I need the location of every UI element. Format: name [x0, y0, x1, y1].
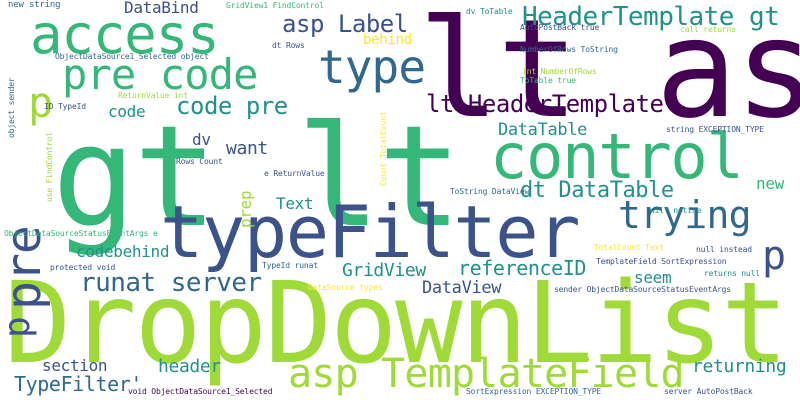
cloud-word: TypeFilter' [14, 372, 143, 396]
cloud-word: will notice [650, 206, 702, 215]
cloud-word: DropDownList [4, 259, 789, 389]
cloud-word: GridView [342, 260, 426, 281]
cloud-word: runat server [80, 268, 262, 298]
cloud-word: NumberOfRows ToString [520, 45, 618, 54]
cloud-word: asp Label [282, 10, 408, 38]
cloud-word: TemplateField SortExpression [596, 257, 727, 266]
cloud-word: ReturnValue int [118, 91, 188, 100]
cloud-word: e ReturnValue [264, 169, 325, 178]
cloud-word: section [42, 356, 108, 375]
cloud-word: DataView [422, 278, 502, 298]
cloud-word: returning [692, 356, 787, 377]
cloud-word: int NumberOfRows [522, 67, 597, 76]
cloud-word: access [30, 3, 220, 66]
cloud-word: dv ToTable [466, 7, 513, 16]
cloud-word: header [158, 356, 221, 377]
cloud-word: TotalCount Text [594, 243, 664, 252]
cloud-word: Text [276, 194, 314, 213]
cloud-word: dt Rows [272, 41, 305, 50]
cloud-word: ID TypeId [44, 102, 86, 111]
cloud-word: AutoPostBack true [520, 23, 600, 32]
cloud-word: TypeId runat [262, 261, 318, 270]
cloud-word: gt lt [52, 96, 462, 259]
cloud-word: seem [634, 268, 672, 287]
cloud-word: Count TotalCount [379, 111, 388, 186]
cloud-word: null instead [696, 245, 752, 254]
cloud-word: codebehind [76, 242, 170, 261]
cloud-word: call returns [680, 25, 736, 34]
cloud-word: lt asp [418, 0, 800, 149]
cloud-word: void ObjectDataSource1_Selected [128, 387, 273, 396]
cloud-word: p [28, 78, 53, 127]
cloud-word: ObjectDataSource1_Selected object [55, 52, 209, 61]
cloud-word: DataTable [498, 120, 588, 140]
cloud-word: protected void [50, 263, 116, 272]
cloud-word: DataSource types [308, 283, 383, 292]
cloud-word: GridView1 FindControl [226, 1, 324, 10]
cloud-word: dv [192, 130, 211, 149]
cloud-word: string EXCEPTION_TYPE [666, 125, 764, 134]
cloud-word: code [108, 102, 146, 121]
cloud-word: ToTable true [520, 76, 576, 85]
cloud-word: dt DataTable [520, 178, 674, 203]
cloud-word: Rows Count [176, 157, 223, 166]
cloud-word: ToString DataView [450, 187, 530, 196]
cloud-word: lt HeaderTemplate [426, 90, 664, 118]
cloud-word: server AutoPostBack [664, 387, 753, 396]
cloud-word: code pre [176, 92, 288, 120]
cloud-word: control [490, 120, 744, 193]
cloud-word: use FindControl [45, 132, 54, 202]
cloud-word: asp TemplateField [288, 351, 685, 397]
cloud-word: sender ObjectDataSourceStatusEventArgs [554, 285, 731, 294]
cloud-word: SortExpression EXCEPTION_TYPE [466, 387, 602, 396]
cloud-word: new string [8, 0, 61, 10]
cloud-word: returns null [704, 269, 760, 278]
cloud-word: trying [618, 193, 751, 237]
cloud-word: want [226, 138, 268, 159]
cloud-word: pre code [62, 50, 258, 99]
cloud-word: referenceID [458, 256, 587, 280]
cloud-word: object sender [7, 77, 16, 138]
cloud-word: typeFilter [160, 190, 581, 274]
cloud-word: prep [236, 190, 255, 228]
cloud-word: DataBind [124, 0, 199, 17]
cloud-word: new [756, 174, 784, 193]
cloud-word: ObjectDataSourceStatusEventArgs e [4, 229, 158, 238]
cloud-word: behind [363, 32, 412, 48]
cloud-word: p [0, 317, 38, 338]
cloud-word: type [318, 40, 426, 94]
cloud-word: p [762, 233, 786, 279]
cloud-word: HeaderTemplate gt [522, 2, 780, 32]
cloud-word: pre [0, 226, 52, 310]
